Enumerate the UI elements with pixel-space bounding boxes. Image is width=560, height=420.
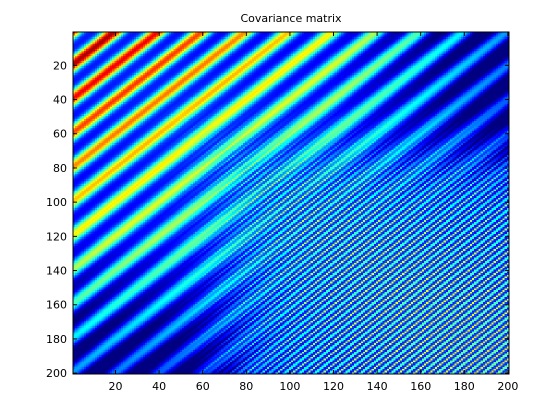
x-tick-label: 80 bbox=[239, 380, 253, 393]
x-tick-label: 180 bbox=[454, 380, 475, 393]
chart-title: Covariance matrix bbox=[240, 12, 342, 25]
y-tick-label: 80 bbox=[53, 162, 67, 175]
x-tick-label: 100 bbox=[279, 380, 300, 393]
y-axis: 20 40 60 80 100 120 140 160 180 200 bbox=[46, 59, 509, 380]
y-tick-label: 140 bbox=[46, 265, 67, 278]
heatmap-container bbox=[73, 32, 509, 374]
y-tick-label: 200 bbox=[46, 367, 67, 380]
x-tick-label: 20 bbox=[109, 380, 123, 393]
y-tick-label: 180 bbox=[46, 333, 67, 346]
x-tick-label: 120 bbox=[323, 380, 344, 393]
y-tick-label: 160 bbox=[46, 299, 67, 312]
plot-frame bbox=[72, 31, 510, 375]
y-tick-label: 120 bbox=[46, 230, 67, 243]
y-tick-label: 60 bbox=[53, 128, 67, 141]
y-tick-label: 100 bbox=[46, 196, 67, 209]
x-tick-label: 200 bbox=[497, 380, 518, 393]
x-axis: 20 40 60 80 100 120 140 160 180 200 bbox=[109, 32, 518, 393]
x-tick-label: 140 bbox=[367, 380, 388, 393]
x-tick-label: 60 bbox=[196, 380, 210, 393]
y-tick-label: 40 bbox=[53, 94, 67, 107]
heatmap-canvas bbox=[73, 32, 509, 374]
y-tick-label: 20 bbox=[53, 59, 67, 72]
x-tick-label: 40 bbox=[152, 380, 166, 393]
x-tick-label: 160 bbox=[410, 380, 431, 393]
